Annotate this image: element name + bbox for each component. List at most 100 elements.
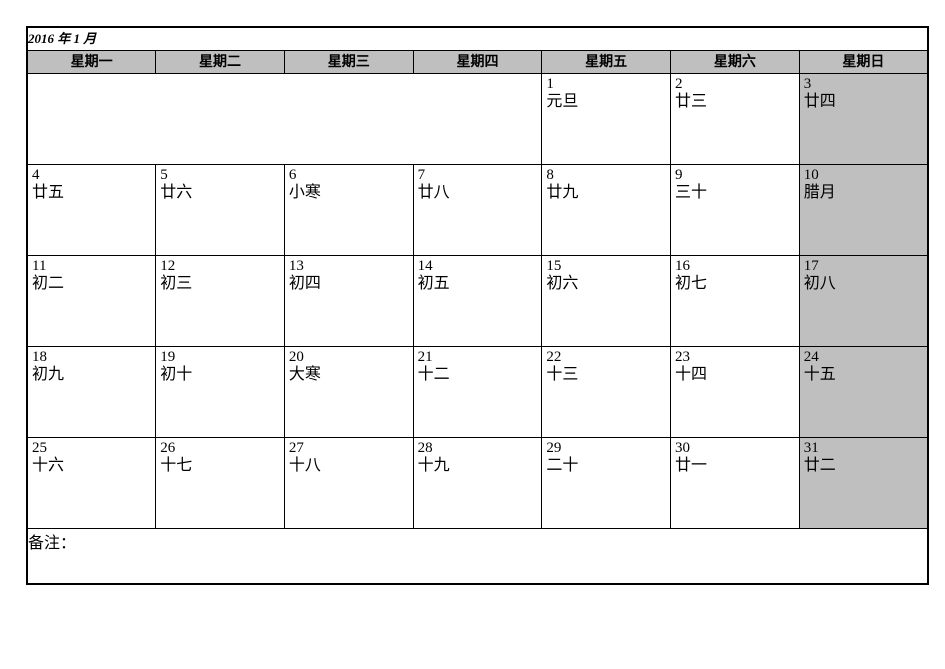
day-lunar: 初八 (804, 275, 923, 293)
day-cell-sunday: 24 十五 (799, 347, 928, 438)
day-lunar: 初三 (160, 275, 280, 293)
day-lunar: 十八 (289, 457, 409, 475)
day-cell-sunday: 3 廿四 (799, 74, 928, 165)
day-number: 4 (32, 167, 151, 184)
day-cell: 14 初五 (413, 256, 542, 347)
day-cell: 15 初六 (542, 256, 671, 347)
day-cell-sunday: 31 廿二 (799, 438, 928, 529)
day-cell-sunday: 10 腊月 (799, 165, 928, 256)
day-cell: 8 廿九 (542, 165, 671, 256)
day-number: 31 (804, 440, 923, 457)
day-cell: 4 廿五 (27, 165, 156, 256)
day-number: 30 (675, 440, 795, 457)
day-number: 2 (675, 76, 795, 93)
day-lunar: 廿九 (546, 184, 666, 202)
day-cell: 1 元旦 (542, 74, 671, 165)
day-number: 20 (289, 349, 409, 366)
day-cell: 27 十八 (284, 438, 413, 529)
day-cell: 9 三十 (671, 165, 800, 256)
week-row: 4 廿五 5 廿六 6 小寒 7 廿八 8 廿九 9 三十 10 腊月 (27, 165, 928, 256)
day-lunar: 小寒 (289, 184, 409, 202)
weekday-header-row: 星期一 星期二 星期三 星期四 星期五 星期六 星期日 (27, 51, 928, 74)
day-cell: 25 十六 (27, 438, 156, 529)
day-lunar: 初十 (160, 366, 280, 384)
day-lunar: 初九 (32, 366, 151, 384)
day-number: 14 (418, 258, 538, 275)
day-number: 16 (675, 258, 795, 275)
day-number: 18 (32, 349, 151, 366)
day-cell: 13 初四 (284, 256, 413, 347)
day-lunar: 十五 (804, 366, 923, 384)
day-lunar: 初二 (32, 275, 151, 293)
day-number: 9 (675, 167, 795, 184)
day-lunar: 十九 (418, 457, 538, 475)
title-row: 2016 年 1 月 (27, 27, 928, 51)
day-number: 5 (160, 167, 280, 184)
weekday-header: 星期五 (542, 51, 671, 74)
day-cell: 7 廿八 (413, 165, 542, 256)
day-number: 24 (804, 349, 923, 366)
week-row: 11 初二 12 初三 13 初四 14 初五 15 初六 16 初七 17 初… (27, 256, 928, 347)
day-lunar: 廿六 (160, 184, 280, 202)
day-lunar: 三十 (675, 184, 795, 202)
day-number: 17 (804, 258, 923, 275)
day-number: 7 (418, 167, 538, 184)
day-number: 23 (675, 349, 795, 366)
day-lunar: 腊月 (804, 184, 923, 202)
day-number: 25 (32, 440, 151, 457)
day-lunar: 廿四 (804, 93, 923, 111)
day-number: 1 (546, 76, 666, 93)
day-number: 21 (418, 349, 538, 366)
day-lunar: 二十 (546, 457, 666, 475)
weekday-header: 星期一 (27, 51, 156, 74)
day-number: 27 (289, 440, 409, 457)
day-cell: 26 十七 (156, 438, 285, 529)
page: 2016 年 1 月 星期一 星期二 星期三 星期四 星期五 星期六 星期日 1… (0, 0, 945, 669)
day-cell: 30 廿一 (671, 438, 800, 529)
day-cell: 12 初三 (156, 256, 285, 347)
day-lunar: 十二 (418, 366, 538, 384)
day-lunar: 大寒 (289, 366, 409, 384)
day-cell: 19 初十 (156, 347, 285, 438)
day-cell: 18 初九 (27, 347, 156, 438)
day-lunar: 廿三 (675, 93, 795, 111)
day-cell: 29 二十 (542, 438, 671, 529)
week-row: 18 初九 19 初十 20 大寒 21 十二 22 十三 23 十四 24 十… (27, 347, 928, 438)
day-number: 12 (160, 258, 280, 275)
calendar-title: 2016 年 1 月 (27, 27, 928, 51)
day-lunar: 廿八 (418, 184, 538, 202)
day-number: 28 (418, 440, 538, 457)
weekday-header: 星期四 (413, 51, 542, 74)
day-cell: 20 大寒 (284, 347, 413, 438)
day-cell: 2 廿三 (671, 74, 800, 165)
day-lunar: 初七 (675, 275, 795, 293)
leading-blank (27, 74, 542, 165)
notes-row: 备注： (27, 529, 928, 585)
day-lunar: 元旦 (546, 93, 666, 111)
day-cell: 6 小寒 (284, 165, 413, 256)
day-lunar: 十六 (32, 457, 151, 475)
day-number: 6 (289, 167, 409, 184)
day-lunar: 廿二 (804, 457, 923, 475)
day-lunar: 十三 (546, 366, 666, 384)
day-cell: 16 初七 (671, 256, 800, 347)
day-cell: 23 十四 (671, 347, 800, 438)
weekday-header: 星期三 (284, 51, 413, 74)
day-lunar: 廿五 (32, 184, 151, 202)
day-number: 22 (546, 349, 666, 366)
day-number: 8 (546, 167, 666, 184)
day-lunar: 十四 (675, 366, 795, 384)
day-lunar: 初四 (289, 275, 409, 293)
day-number: 11 (32, 258, 151, 275)
week-row: 25 十六 26 十七 27 十八 28 十九 29 二十 30 廿一 31 廿… (27, 438, 928, 529)
day-number: 26 (160, 440, 280, 457)
day-number: 15 (546, 258, 666, 275)
day-lunar: 十七 (160, 457, 280, 475)
day-lunar: 初六 (546, 275, 666, 293)
day-number: 19 (160, 349, 280, 366)
weekday-header: 星期二 (156, 51, 285, 74)
weekday-header: 星期日 (799, 51, 928, 74)
day-lunar: 廿一 (675, 457, 795, 475)
day-cell: 28 十九 (413, 438, 542, 529)
day-lunar: 初五 (418, 275, 538, 293)
